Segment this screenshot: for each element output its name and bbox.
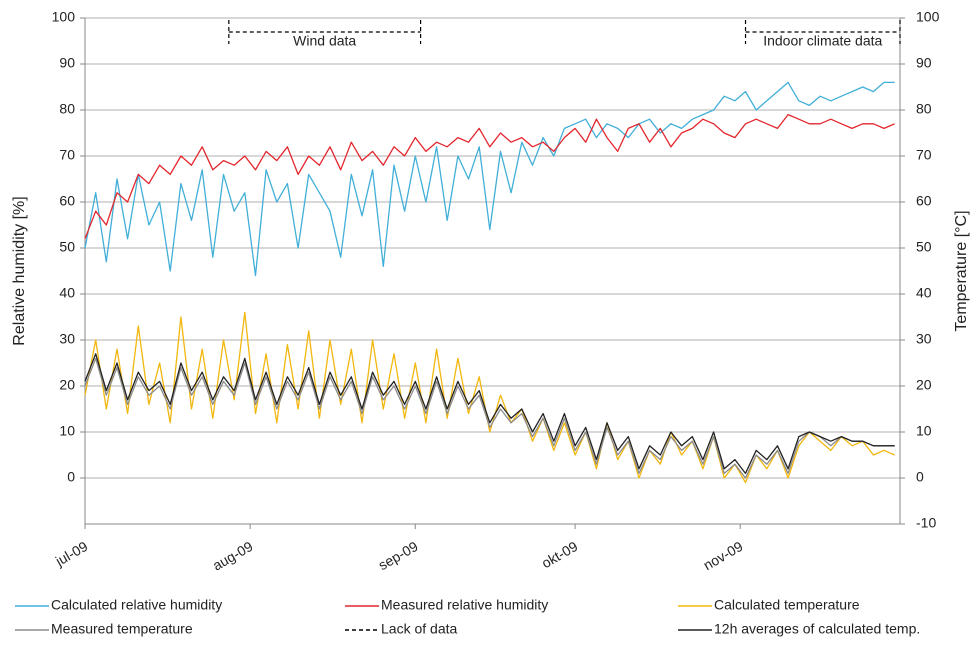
y2-tick-label: 70	[916, 147, 932, 163]
y-axis-title: Relative humidity [%]	[11, 196, 28, 345]
series-line	[84, 81, 895, 277]
y-tick-label: 100	[52, 9, 76, 25]
y-tick-label: 30	[59, 331, 75, 347]
series-line	[84, 353, 895, 475]
y-tick-label: 10	[59, 423, 75, 439]
y2-tick-label: -10	[916, 515, 936, 531]
y-tick-label: 70	[59, 147, 75, 163]
legend-label: Calculated temperature	[714, 597, 860, 613]
y2-tick-label: 60	[916, 193, 932, 209]
x-tick-label: aug-09	[210, 538, 256, 574]
y-tick-label: 50	[59, 239, 75, 255]
x-tick-label: okt-09	[539, 538, 581, 571]
y2-tick-label: 100	[916, 9, 940, 25]
legend-label: Lack of data	[381, 621, 457, 637]
y2-tick-label: 10	[916, 423, 932, 439]
y2-tick-label: 40	[916, 285, 932, 301]
y2-tick-label: 20	[916, 377, 932, 393]
y-tick-label: 90	[59, 55, 75, 71]
legend-label: Measured temperature	[51, 621, 193, 637]
y2-tick-label: 80	[916, 101, 932, 117]
series-line	[84, 357, 895, 479]
lack-of-data-bracket	[228, 20, 422, 44]
y2-tick-label: 50	[916, 239, 932, 255]
series-line	[84, 113, 895, 240]
series-line	[84, 311, 895, 484]
y2-tick-label: 30	[916, 331, 932, 347]
x-tick-label: jul-09	[52, 538, 91, 570]
y2-tick-label: 0	[916, 469, 924, 485]
x-tick-label: nov-09	[700, 538, 745, 573]
lack-of-data-bracket	[744, 20, 901, 44]
legend-label: Measured relative humidity	[381, 597, 548, 613]
legend-label: 12h averages of calculated temp.	[714, 621, 920, 637]
y-tick-label: 20	[59, 377, 75, 393]
y2-tick-label: 90	[916, 55, 932, 71]
y-tick-label: 60	[59, 193, 75, 209]
y2-axis-title: Temperature [°C]	[953, 210, 970, 331]
y-tick-label: 40	[59, 285, 75, 301]
y-tick-label: 80	[59, 101, 75, 117]
y-tick-label: 0	[67, 469, 75, 485]
lack-of-data-label: Indoor climate data	[763, 33, 882, 49]
legend-label: Calculated relative humidity	[51, 597, 222, 613]
x-tick-label: sep-09	[376, 538, 421, 573]
lack-of-data-label: Wind data	[293, 33, 356, 49]
